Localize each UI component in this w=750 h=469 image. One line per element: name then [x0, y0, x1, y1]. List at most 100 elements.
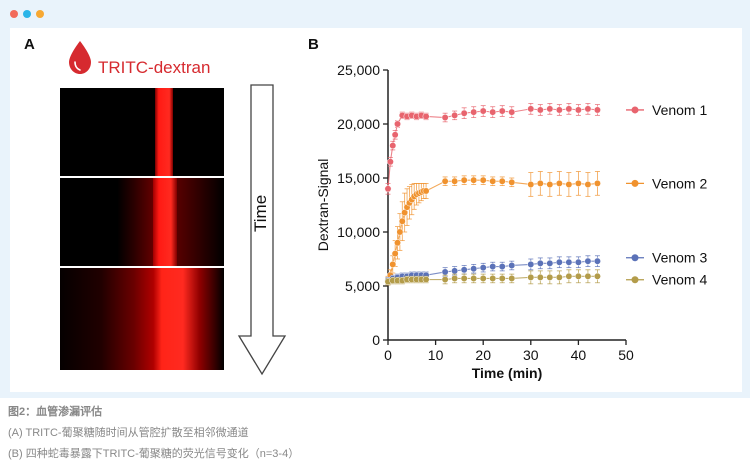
series-1-point — [565, 105, 573, 113]
y-tick-label: 5,000 — [345, 278, 380, 294]
series-2-point — [391, 250, 399, 258]
figure-caption-b: (B) 四种蛇毒暴露下TRITC-葡聚糖的荧光信号变化（n=3-4） — [8, 448, 300, 460]
series-2-point — [394, 239, 401, 247]
series-1-point — [391, 131, 399, 139]
series-3-point — [441, 268, 449, 276]
chart-axes: 0 5,000 10,000 15,000 20,000 25,000 0 10 20 30 40 5… — [315, 62, 634, 381]
legend-label-2: Venom 2 — [652, 175, 707, 191]
series-2-point — [422, 187, 430, 195]
series-1-point — [593, 106, 601, 114]
series-2-point — [593, 179, 601, 187]
series-1-point — [555, 106, 563, 114]
series-1-point — [422, 112, 430, 120]
series-1-point — [479, 107, 487, 115]
figure-caption-title: 图2：血管渗漏评估 — [8, 406, 103, 418]
series-4-point — [565, 272, 573, 280]
x-tick-label: 50 — [618, 347, 634, 363]
series-1-point — [498, 107, 506, 115]
series-3-point — [498, 263, 506, 271]
chart-series — [384, 103, 601, 286]
microchannel-image-1 — [60, 88, 224, 176]
window-dot-red — [10, 10, 18, 18]
series-3-point — [546, 259, 554, 267]
series-2-point — [536, 179, 544, 187]
series-4-point — [460, 274, 468, 282]
chart-legend: Venom 1 Venom 2 Venom 3 Venom 4 — [626, 102, 707, 288]
series-4-point — [498, 274, 506, 282]
legend-label-1: Venom 1 — [652, 102, 707, 118]
series-4-point — [536, 273, 544, 281]
series-1-point — [394, 120, 401, 128]
y-tick-label: 25,000 — [337, 62, 380, 78]
series-2-point — [441, 177, 449, 185]
down-arrow-icon — [237, 84, 287, 376]
series-3-point — [574, 258, 582, 266]
series-1-point — [460, 109, 468, 117]
x-axis-label: Time (min) — [472, 365, 543, 381]
series-1-point — [489, 108, 497, 116]
series-1-point — [508, 108, 516, 116]
y-tick-label: 15,000 — [337, 170, 380, 186]
series-2-point — [574, 179, 582, 187]
x-tick-label: 0 — [384, 347, 392, 363]
x-tick-label: 30 — [523, 347, 539, 363]
series-1-point — [584, 105, 592, 113]
legend-marker-2 — [631, 179, 639, 187]
figure-caption-a: (A) TRITC-葡聚糖随时间从管腔扩散至相邻微通道 — [8, 427, 249, 439]
x-tick-label: 40 — [571, 347, 587, 363]
panel-a-letter: A — [24, 36, 35, 53]
series-3-point — [489, 263, 497, 271]
series-2-point — [396, 228, 404, 236]
series-1-point — [527, 105, 535, 113]
series-3-point — [460, 266, 468, 274]
series-3-point — [536, 259, 544, 267]
series-4-point — [422, 276, 430, 283]
microchannel-image-3 — [60, 268, 224, 370]
series-1-point — [384, 185, 392, 193]
series-1-point — [386, 158, 394, 166]
series-1-point — [574, 106, 582, 114]
series-2-point — [584, 181, 592, 188]
series-2-point — [460, 176, 468, 184]
y-tick-label: 10,000 — [337, 224, 380, 240]
legend-marker-1 — [631, 106, 639, 114]
series-4-point — [470, 274, 478, 282]
series-4-point — [451, 274, 459, 282]
series-3-point — [593, 257, 601, 265]
series-1-point — [536, 106, 544, 114]
window-dot-blue — [23, 10, 31, 18]
series-2-point — [555, 179, 563, 187]
series-4-point — [593, 272, 601, 280]
y-tick-label: 0 — [372, 332, 380, 348]
series-3-point — [470, 265, 478, 273]
legend-marker-3 — [631, 254, 639, 262]
series-2-point — [389, 260, 397, 268]
series-4-point — [546, 273, 554, 281]
y-axis-label: Dextran-Signal — [315, 159, 331, 252]
blood-drop-icon — [69, 41, 91, 74]
series-3-point — [479, 264, 487, 272]
tritc-dextran-label: TRITC-dextran — [98, 58, 211, 77]
x-tick-label: 10 — [428, 347, 444, 363]
series-2-point — [546, 181, 554, 188]
series-4-point — [441, 276, 449, 283]
series-4-point — [527, 273, 535, 281]
series-1-point — [451, 111, 459, 119]
legend-marker-4 — [631, 276, 639, 284]
series-4-point — [508, 274, 516, 282]
series-1-point — [389, 142, 397, 150]
series-3-point — [565, 258, 573, 266]
series-2-point — [508, 178, 516, 186]
series-3-point — [555, 258, 563, 266]
series-3-point — [527, 260, 535, 268]
microchannel-image-2 — [60, 178, 224, 266]
panel-b-letter: B — [308, 36, 319, 53]
series-2-point — [470, 176, 478, 184]
series-2-point — [451, 177, 459, 185]
series-1-point — [470, 108, 478, 116]
series-1-point — [441, 114, 449, 121]
series-4-point — [489, 274, 497, 282]
legend-label-4: Venom 4 — [652, 272, 707, 288]
series-3-point — [584, 257, 592, 265]
window-dot-orange — [36, 10, 44, 18]
